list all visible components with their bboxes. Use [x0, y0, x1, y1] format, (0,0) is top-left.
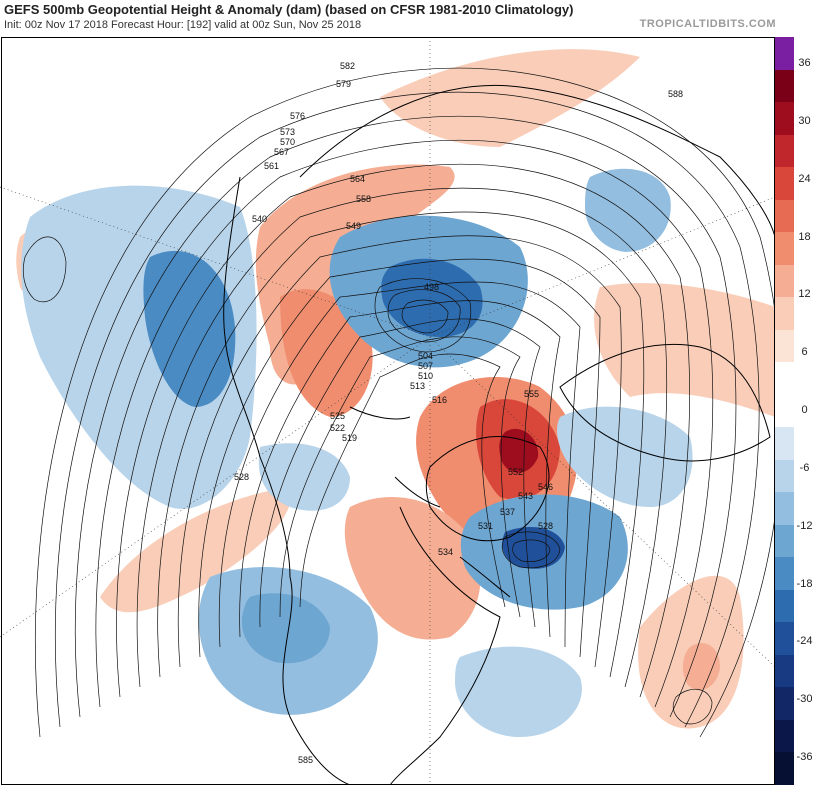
anomaly-trough-us-west-core [241, 593, 330, 664]
contour-low-528: 528 [538, 521, 553, 531]
anomaly-trough-siberia [585, 168, 671, 252]
colorbar-segment [775, 687, 794, 721]
contour-label-525: 525 [330, 411, 345, 421]
height-contours [22, 67, 775, 738]
colorbar-segment [775, 264, 794, 298]
colorbar-segment [775, 524, 794, 558]
contour-label-579: 579 [336, 79, 351, 89]
anomaly-trough-bering [258, 443, 350, 511]
contour-label-570: 570 [280, 137, 295, 147]
colorbar-tick-label: 12 [798, 288, 811, 301]
colorbar-tick-label: 6 [801, 346, 808, 359]
contour-label-552: 552 [508, 467, 523, 477]
contour-label-522: 522 [330, 423, 345, 433]
contour-label-543: 543 [518, 491, 533, 501]
anomaly-trough-us-south [455, 646, 582, 737]
colorbar-tick-label: 0 [801, 404, 808, 416]
brand-logo: TROPICALTIDBITS.COM [639, 18, 776, 30]
colorbar-segment [775, 459, 794, 493]
coast-arctic-islands [349, 406, 511, 598]
anomaly-ridge-greenland-peak [499, 428, 539, 473]
anomaly-ridge-pacific-east [100, 487, 292, 613]
colorbar-segment [775, 134, 794, 168]
colorbar-tick-label: 18 [798, 230, 811, 243]
contour-label-528: 528 [234, 472, 249, 482]
contour-label-507: 507 [418, 361, 433, 371]
colorbar-segment [775, 719, 794, 753]
colorbar-segment [775, 102, 794, 136]
anomaly-ridge-east-canada [344, 497, 481, 640]
anomaly-trough-arctic-core [381, 258, 483, 337]
colorbar-segment [775, 329, 794, 363]
colorbar-segment [775, 492, 794, 526]
colorbar-segment [775, 622, 794, 656]
colorbar-tick-label: -12 [796, 519, 813, 532]
colorbar-tick-label: 36 [798, 57, 811, 69]
colorbar-segment [775, 589, 794, 623]
anomaly-trough-east-atlantic [557, 406, 693, 507]
colorbar-segment [775, 232, 794, 266]
contour-label-567: 567 [274, 147, 289, 157]
anomaly-map: 582 579 576 573 570 567 564 561 558 555 … [0, 37, 775, 785]
contour-label-588: 588 [668, 89, 683, 99]
colorbar-segment [775, 362, 794, 396]
contour-label-537: 537 [500, 507, 515, 517]
colorbar [775, 37, 794, 786]
contour-label-510: 510 [418, 371, 433, 381]
contour-label-573: 573 [280, 127, 295, 137]
contour-label-531: 531 [478, 521, 493, 531]
colorbar-tick-label: -24 [796, 635, 813, 648]
colorbar-tick-label: -18 [796, 577, 813, 590]
coast-north-america-east [389, 506, 501, 785]
contour-label-504: 504 [418, 351, 433, 361]
colorbar-tick-label: 30 [798, 114, 811, 127]
colorbar-tick-label: -6 [799, 461, 810, 474]
colorbar-segment [775, 557, 794, 591]
contour-label-540: 540 [252, 214, 267, 224]
coast-europe [559, 343, 771, 462]
colorbar-tick-label: 24 [798, 172, 811, 185]
anomaly-ridge-europe [594, 283, 775, 417]
contour-label-558: 558 [356, 194, 371, 204]
colorbar-tick-label: -36 [796, 751, 813, 763]
contour-label-513: 513 [410, 381, 425, 391]
colorbar-segment [775, 394, 794, 428]
contour-low-498: 498 [424, 282, 439, 292]
contour-label-534: 534 [438, 547, 453, 557]
anomaly-ridge-north-eurasia [380, 49, 640, 148]
colorbar-segment [775, 752, 794, 786]
coastlines [223, 85, 775, 785]
map-header: GEFS 500mb Geopotential Height & Anomaly… [4, 2, 615, 32]
colorbar-segment [775, 654, 794, 688]
contour-label-555: 555 [524, 389, 539, 399]
contour-label-561: 561 [264, 161, 279, 171]
coast-asia [299, 85, 775, 238]
contour-label-546: 546 [538, 482, 553, 492]
colorbar-segment [775, 167, 794, 201]
contour-label-582: 582 [340, 61, 355, 71]
colorbar-segment [775, 69, 794, 103]
anomaly-ridge-atlantic-core [682, 643, 720, 691]
contour-label-516: 516 [432, 395, 447, 405]
coast-north-america-west [223, 176, 351, 785]
contour-label-576: 576 [290, 111, 305, 121]
colorbar-segment [775, 297, 794, 331]
colorbar-segment [775, 37, 794, 70]
colorbar-tick-label: -30 [796, 693, 813, 706]
contour-label-585: 585 [298, 755, 313, 765]
contour-label-549: 549 [346, 221, 361, 231]
colorbar-segment [775, 427, 794, 461]
contour-label-564: 564 [350, 174, 365, 184]
graticule [0, 37, 775, 785]
contour-label-519: 519 [342, 433, 357, 443]
map-subtitle: Init: 00z Nov 17 2018 Forecast Hour: [19… [4, 19, 362, 31]
colorbar-segment [775, 199, 794, 233]
anomaly-trough-pacific-core [143, 250, 236, 407]
negative-anomaly-areas [21, 168, 693, 737]
contour-labels: 582 579 576 573 570 567 564 561 558 555 … [234, 61, 683, 765]
map-title: GEFS 500mb Geopotential Height & Anomaly… [4, 2, 574, 17]
